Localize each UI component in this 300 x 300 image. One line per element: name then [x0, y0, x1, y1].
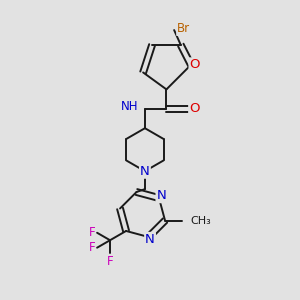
Text: NH: NH: [121, 100, 138, 113]
Text: CH₃: CH₃: [191, 215, 212, 226]
Text: O: O: [190, 58, 200, 71]
Text: F: F: [107, 255, 113, 268]
Text: N: N: [140, 165, 150, 178]
Text: F: F: [88, 241, 95, 254]
Text: N: N: [157, 189, 166, 202]
Text: O: O: [189, 102, 200, 115]
Text: F: F: [88, 226, 95, 239]
Text: Br: Br: [177, 22, 190, 35]
Text: N: N: [145, 233, 155, 246]
